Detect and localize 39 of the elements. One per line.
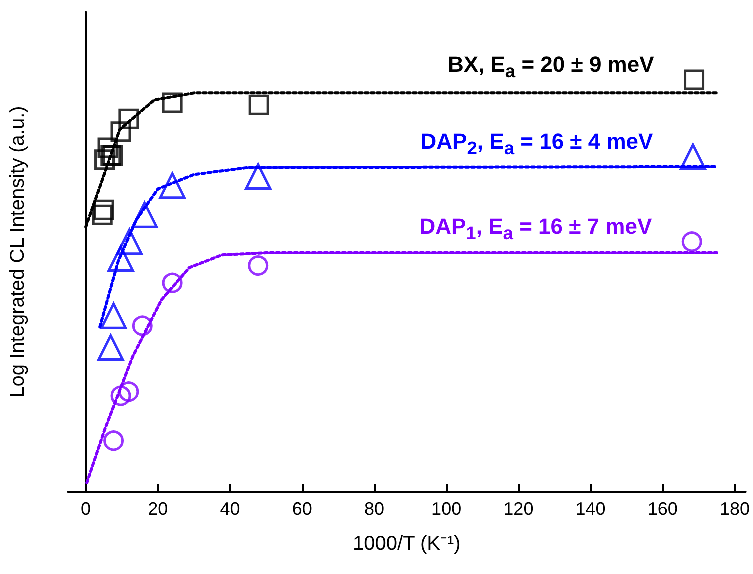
x-axis-title: 1000/T (K⁻¹)	[353, 533, 461, 555]
point	[159, 172, 186, 200]
point	[110, 386, 132, 406]
x-tick-label: 40	[220, 499, 240, 519]
point	[98, 334, 124, 362]
x-tick-label: 100	[432, 499, 462, 519]
point	[94, 150, 116, 170]
point	[248, 256, 269, 276]
point	[104, 430, 124, 452]
x-tick-label: 140	[576, 499, 606, 519]
point	[162, 92, 183, 114]
point	[100, 302, 128, 330]
point	[94, 200, 114, 220]
point	[248, 94, 270, 116]
point	[132, 316, 153, 336]
point	[684, 70, 705, 90]
point	[680, 144, 706, 170]
point	[116, 228, 143, 256]
point	[118, 108, 140, 130]
x-tick-label: 60	[292, 499, 312, 519]
point	[162, 272, 183, 294]
point	[118, 382, 140, 402]
point	[110, 122, 132, 142]
series-label: DAP$_{2}$, E$_{a}$ = 16 ± 4 meV	[420, 129, 654, 160]
point	[132, 202, 158, 228]
series-label: DAP$_{1}$, E$_{a}$ = 16 ± 7 meV	[420, 214, 652, 246]
point	[98, 138, 118, 158]
x-tick-label: 160	[648, 499, 678, 519]
series-label: BX, E$_{a}$ = 20 ± 9 meV	[448, 52, 654, 84]
point	[682, 232, 702, 252]
x-tick-label: 80	[364, 499, 384, 519]
point	[245, 164, 272, 190]
y-axis-title: Log Integrated CL Intensity (a.u.)	[7, 106, 29, 398]
point	[92, 204, 113, 226]
x-tick-label: 20	[148, 499, 168, 519]
point	[108, 246, 134, 272]
x-tick-label: 180	[720, 499, 750, 519]
x-tick-label: 120	[504, 499, 534, 519]
x-tick-label: 0	[81, 499, 92, 519]
